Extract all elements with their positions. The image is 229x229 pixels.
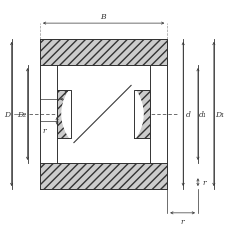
Polygon shape	[40, 163, 166, 189]
Text: r: r	[43, 126, 46, 134]
Text: B: B	[99, 13, 105, 21]
Polygon shape	[57, 91, 70, 138]
Text: D₂: D₂	[17, 111, 26, 118]
Text: d₁: d₁	[198, 111, 206, 118]
Circle shape	[62, 74, 142, 155]
Text: d: d	[185, 111, 190, 118]
Polygon shape	[40, 40, 166, 66]
Text: D₁: D₁	[214, 111, 223, 118]
Polygon shape	[134, 91, 150, 138]
Text: D: D	[4, 111, 10, 118]
Text: r: r	[180, 217, 184, 225]
Circle shape	[62, 74, 142, 155]
Text: r: r	[63, 89, 67, 97]
Text: r: r	[202, 178, 206, 186]
